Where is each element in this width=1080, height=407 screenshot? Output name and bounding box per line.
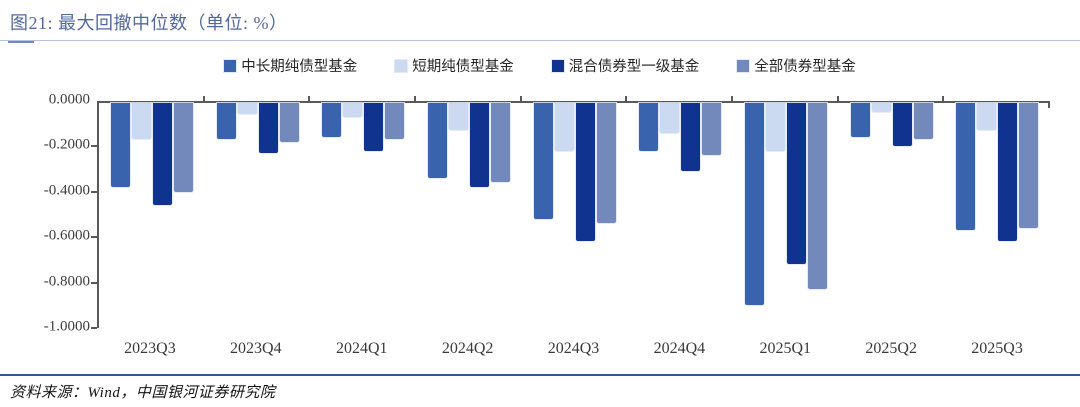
bar-group-2024Q2	[416, 103, 522, 328]
legend-item-2: 混合债券型一级基金	[551, 55, 700, 76]
x-axis-tick	[625, 96, 628, 101]
y-axis-tick	[91, 145, 97, 148]
title-accent-bar	[8, 41, 34, 43]
legend-label: 混合债券型一级基金	[568, 59, 700, 75]
x-axis-tick	[413, 96, 416, 101]
bar	[786, 103, 806, 264]
x-tick-label: 2025Q2	[865, 340, 917, 357]
bar	[237, 103, 257, 114]
y-tick-label: -1.0000	[43, 318, 90, 335]
legend-swatch-icon	[395, 59, 408, 72]
bar	[639, 103, 659, 151]
x-tick-label: 2024Q3	[547, 340, 600, 357]
bar	[152, 103, 172, 205]
chart-legend: 中长期纯债型基金 短期纯债型基金 混合债券型一级基金 全部债券型基金	[0, 55, 1080, 76]
bar	[490, 103, 510, 182]
y-tick-label: -0.6000	[43, 227, 90, 244]
bar	[554, 103, 574, 151]
bar	[913, 103, 933, 139]
y-axis-tick	[91, 190, 97, 193]
bar	[681, 103, 701, 171]
bar	[807, 103, 827, 289]
bar	[279, 103, 299, 142]
x-axis-tick	[942, 96, 945, 101]
bar	[173, 103, 193, 192]
legend-item-0: 中长期纯债型基金	[224, 55, 357, 76]
x-axis-tick	[730, 96, 733, 101]
x-axis-tick	[836, 96, 839, 101]
legend-item-1: 短期纯债型基金	[395, 55, 514, 76]
bar	[322, 103, 342, 137]
x-axis-labels: 2023Q3 2023Q4 2024Q1 2024Q2 2024Q3 2024Q4 2025…	[97, 340, 1050, 358]
bar-group-2023Q3	[99, 103, 205, 328]
bar	[385, 103, 405, 139]
legend-item-3: 全部债券型基金	[737, 55, 856, 76]
bar	[427, 103, 447, 178]
y-axis-tick	[91, 236, 97, 239]
bar-group-2024Q4	[627, 103, 733, 328]
y-axis: 0.0000 -0.2000 -0.4000 -0.6000 -0.8000 -1.000…	[0, 92, 97, 335]
bar	[596, 103, 616, 223]
x-tick-label: 2024Q1	[335, 340, 388, 357]
bar	[258, 103, 278, 153]
bar	[744, 103, 764, 305]
bar	[702, 103, 722, 155]
bar-group-2025Q2	[839, 103, 945, 328]
y-tick-label: -0.4000	[43, 182, 90, 199]
bar	[765, 103, 785, 151]
bar	[533, 103, 553, 219]
bar-group-2025Q1	[733, 103, 839, 328]
bar	[131, 103, 151, 139]
x-axis-tick	[519, 96, 522, 101]
bar	[469, 103, 489, 187]
bar-group-2025Q3	[944, 103, 1050, 328]
figure-title: 图21: 最大回撤中位数（单位: %）	[10, 13, 288, 33]
footer-divider	[0, 374, 1080, 376]
legend-label: 中长期纯债型基金	[241, 59, 358, 75]
title-divider	[0, 40, 1080, 43]
legend-swatch-icon	[224, 59, 237, 72]
plot-area	[97, 96, 1050, 328]
source-note: 资料来源：Wind，中国银河证券研究院	[10, 385, 276, 401]
legend-swatch-icon	[737, 59, 750, 72]
bar	[110, 103, 130, 187]
bar	[448, 103, 468, 130]
bar	[892, 103, 912, 146]
x-tick-label: 2024Q2	[441, 340, 494, 357]
bar	[871, 103, 891, 112]
legend-swatch-icon	[551, 59, 564, 72]
y-tick-label: -0.2000	[43, 137, 90, 154]
bar	[956, 103, 976, 230]
y-tick-label: 0.0000	[48, 91, 90, 108]
bar	[998, 103, 1018, 241]
x-tick-label: 2023Q4	[230, 340, 282, 357]
bar	[1019, 103, 1039, 228]
bar	[660, 103, 680, 133]
bar	[343, 103, 363, 117]
legend-label: 短期纯债型基金	[412, 59, 514, 75]
bar-group-2024Q3	[522, 103, 628, 328]
x-axis-tick	[308, 96, 311, 101]
x-axis-tick	[202, 96, 205, 101]
x-tick-label: 2025Q1	[759, 340, 812, 357]
x-tick-label: 2024Q4	[653, 340, 706, 357]
x-tick-label: 2025Q3	[971, 340, 1023, 357]
x-tick-label: 2023Q3	[124, 340, 176, 357]
y-axis-tick	[91, 327, 97, 329]
y-tick-label: -0.8000	[43, 273, 90, 290]
legend-label: 全部债券型基金	[754, 59, 856, 75]
bar	[977, 103, 997, 130]
bar-group-2024Q1	[310, 103, 416, 328]
y-axis-tick	[91, 281, 97, 284]
bar	[850, 103, 870, 137]
x-axis-tick	[1048, 103, 1050, 108]
bar-group-2023Q4	[205, 103, 311, 328]
bar	[575, 103, 595, 241]
bar	[364, 103, 384, 151]
bar	[216, 103, 236, 139]
